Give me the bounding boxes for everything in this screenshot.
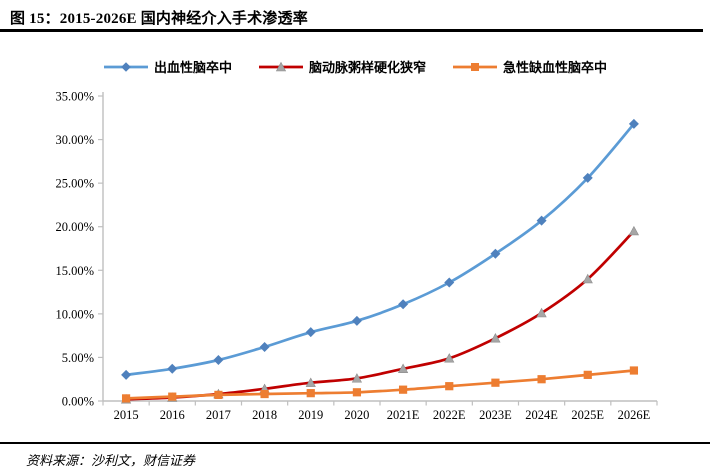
x-tick-label: 2015 <box>114 408 139 422</box>
x-tick-label: 2017 <box>206 408 231 422</box>
data-point-series-0 <box>398 299 409 310</box>
data-point-series-1 <box>305 377 316 387</box>
data-point-series-0 <box>351 315 362 326</box>
data-point-series-0 <box>628 118 639 129</box>
y-tick-label: 15.00% <box>55 264 94 278</box>
source-note: 资料来源：沙利文，财信证券 <box>26 453 196 468</box>
legend-item-label: 出血性脑卒中 <box>153 60 232 75</box>
data-point-series-2 <box>583 370 592 379</box>
data-point-series-0 <box>490 248 501 259</box>
data-point-series-0 <box>259 341 270 352</box>
y-tick-label: 35.00% <box>55 90 94 104</box>
x-tick-label: 2022E <box>433 408 466 422</box>
x-tick-label: 2026E <box>618 408 651 422</box>
legend-diamond-icon <box>103 61 148 72</box>
legend-triangle-icon <box>258 61 303 71</box>
legend-item-label: 脑动脉粥样硬化狭窄 <box>308 60 426 75</box>
legend-item-label: 急性缺血性脑卒中 <box>503 60 608 75</box>
series-line-1 <box>124 229 636 401</box>
data-point-series-2 <box>445 382 454 391</box>
legend-item-2: 急性缺血性脑卒中 <box>452 57 607 76</box>
data-point-series-2 <box>398 385 408 394</box>
penetration-line-chart: 0.00% 5.00% 10.00% 15.00% 20.00% 25.00% 30.00%… <box>55 90 658 422</box>
data-point-series-2 <box>352 388 362 397</box>
x-tick-label: 2020 <box>344 408 369 422</box>
series-line-0 <box>124 122 636 377</box>
data-point-series-1 <box>582 273 593 284</box>
data-point-series-2 <box>214 390 223 399</box>
data-point-series-2 <box>537 375 546 384</box>
y-tick-label: 10.00% <box>55 307 94 321</box>
data-point-series-2 <box>260 389 269 399</box>
footer-rule <box>0 442 710 444</box>
y-tick-label: 0.00% <box>62 395 94 409</box>
x-tick-label: 2021E <box>387 408 420 422</box>
data-point-series-1 <box>351 373 363 383</box>
triangle-marker-icon <box>275 61 287 71</box>
data-point-series-1 <box>397 363 409 373</box>
x-tick-label: 2019 <box>298 408 323 422</box>
data-point-series-0 <box>536 215 547 226</box>
chart-area: 0.00% 5.00% 10.00% 15.00% 20.00% 25.00% 30.00%… <box>0 80 710 430</box>
title-rule <box>0 29 703 32</box>
data-point-series-1 <box>490 333 501 343</box>
square-marker-icon <box>471 62 479 71</box>
y-tick-label: 5.00% <box>62 351 94 365</box>
chart-legend: 出血性脑卒中 脑动脉粥样硬化狭窄 急性缺血性脑卒中 <box>0 57 710 76</box>
figure-title: 图 15：2015-2026E 国内神经介入手术渗透率 <box>10 11 308 27</box>
data-point-series-2 <box>121 394 131 403</box>
data-point-series-2 <box>491 378 500 387</box>
data-point-series-2 <box>629 366 639 375</box>
x-tick-label: 2016 <box>160 408 185 422</box>
x-tick-label: 2018 <box>252 408 277 422</box>
y-tick-label: 20.00% <box>55 220 94 234</box>
data-point-series-2 <box>168 392 177 401</box>
legend-square-icon <box>453 62 497 71</box>
x-tick-label: 2025E <box>571 408 604 422</box>
legend-item-1: 脑动脉粥样硬化狭窄 <box>258 57 426 76</box>
legend-item-0: 出血性脑卒中 <box>103 57 232 76</box>
x-tick-label: 2023E <box>479 408 512 422</box>
data-point-series-0 <box>582 172 593 183</box>
data-point-series-1 <box>444 353 455 363</box>
data-point-series-1 <box>628 225 640 236</box>
diamond-marker-icon <box>121 61 131 72</box>
data-point-series-0 <box>121 369 132 380</box>
data-point-series-0 <box>167 363 178 374</box>
y-tick-label: 30.00% <box>55 133 94 147</box>
data-point-series-1 <box>536 307 547 318</box>
data-point-series-2 <box>306 389 315 398</box>
x-tick-label: 2024E <box>525 408 558 422</box>
data-point-series-0 <box>305 327 316 338</box>
data-point-series-0 <box>444 277 455 288</box>
data-point-series-0 <box>213 355 224 366</box>
y-tick-label: 25.00% <box>55 177 94 191</box>
